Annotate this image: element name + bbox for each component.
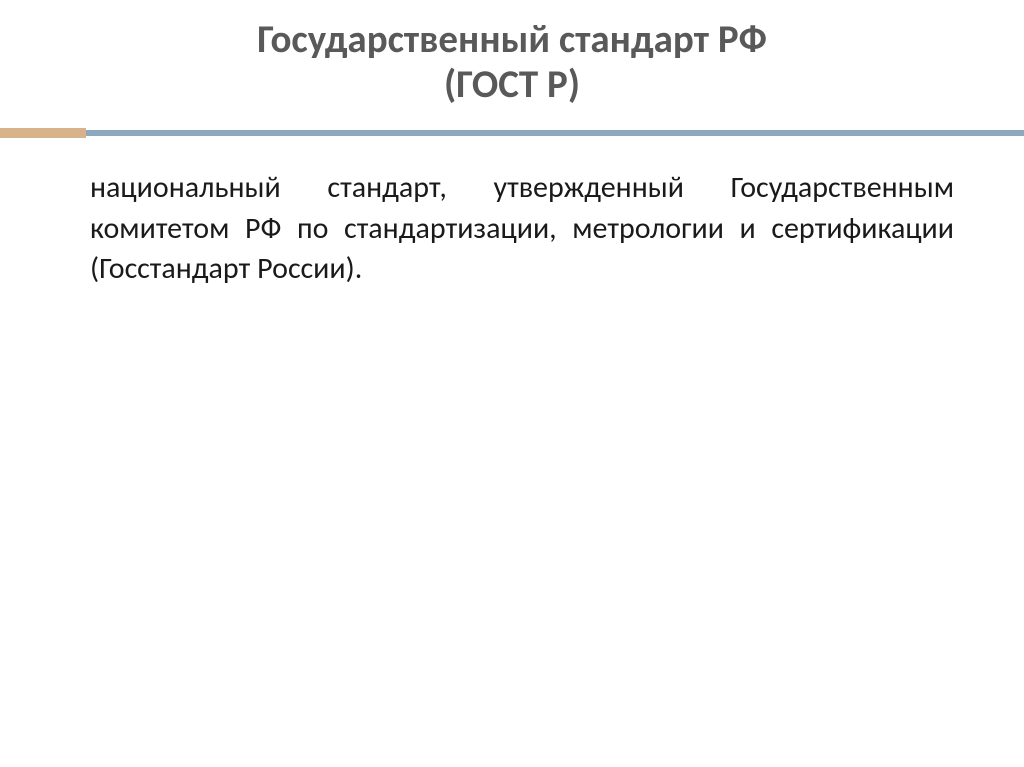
slide-body-text: национальный стандарт, утвержденный Госу… (90, 168, 954, 290)
title-line-1: Государственный стандарт РФ (0, 18, 1024, 63)
slide-title: Государственный стандарт РФ (ГОСТ Р) (0, 0, 1024, 108)
slide: Государственный стандарт РФ (ГОСТ Р) нац… (0, 0, 1024, 767)
title-line-2: (ГОСТ Р) (0, 63, 1024, 108)
divider-accent-right (86, 130, 1024, 136)
divider-bar (0, 128, 1024, 138)
divider-accent-left (0, 128, 86, 138)
